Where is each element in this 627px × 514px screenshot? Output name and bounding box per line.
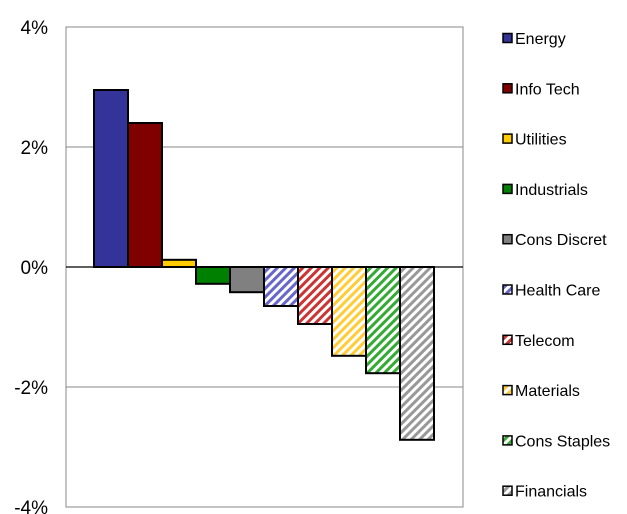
- legend-item: Utilities: [502, 132, 567, 149]
- bar-telecom: [297, 266, 333, 325]
- bar-energy: [93, 89, 129, 268]
- y-tick-label: -2%: [14, 378, 48, 399]
- legend-label: Utilities: [515, 132, 567, 149]
- legend-swatch: [502, 384, 513, 396]
- legend-swatch: [502, 83, 513, 94]
- legend-label: Cons Staples: [515, 433, 610, 450]
- legend-swatch: [502, 485, 513, 496]
- y-tick-label: 4%: [21, 18, 49, 39]
- bar-utilities: [161, 258, 197, 268]
- legend-label: Energy: [515, 31, 566, 48]
- legend-label: Cons Discret: [515, 232, 607, 249]
- bars: [93, 89, 435, 441]
- bar-cons-discret: [229, 266, 265, 294]
- legend-item: Industrials: [502, 182, 588, 199]
- bar-cons-staples: [365, 266, 401, 375]
- legend-label: Industrials: [515, 182, 588, 199]
- legend: Energy Info Tech Utilities Industrials Cons …: [502, 31, 610, 501]
- legend-swatch: [502, 133, 513, 144]
- legend-item: Telecom: [502, 333, 575, 350]
- legend-label: Financials: [515, 484, 587, 501]
- legend-label: Materials: [515, 383, 580, 400]
- y-tick-label: -4%: [14, 498, 48, 514]
- bar-financials: [399, 266, 435, 441]
- legend-swatch: [502, 284, 513, 295]
- legend-label: Telecom: [515, 333, 575, 350]
- legend-item: Energy: [502, 31, 566, 48]
- legend-item: Cons Discret: [502, 232, 607, 249]
- legend-swatch: [502, 435, 513, 446]
- legend-item: Financials: [502, 484, 587, 501]
- bar-industrials: [195, 266, 231, 285]
- legend-label: Info Tech: [515, 81, 580, 98]
- legend-swatch: [502, 183, 513, 195]
- bar-materials: [331, 266, 367, 357]
- bar-health-care: [263, 266, 299, 307]
- axes: [65, 26, 464, 508]
- bar-info-tech: [127, 122, 163, 268]
- legend-item: Info Tech: [502, 81, 580, 98]
- legend-item: Cons Staples: [502, 433, 610, 450]
- y-tick-labels: 4% 2% 0% -2% -4%: [14, 18, 48, 514]
- legend-swatch: [502, 32, 513, 44]
- y-tick-label: 0%: [21, 258, 49, 279]
- legend-swatch: [502, 334, 513, 346]
- legend-item: Materials: [502, 383, 580, 400]
- legend-label: Health Care: [515, 283, 600, 300]
- y-tick-label: 2%: [21, 138, 49, 159]
- legend-swatch: [502, 233, 513, 245]
- legend-item: Health Care: [502, 283, 600, 300]
